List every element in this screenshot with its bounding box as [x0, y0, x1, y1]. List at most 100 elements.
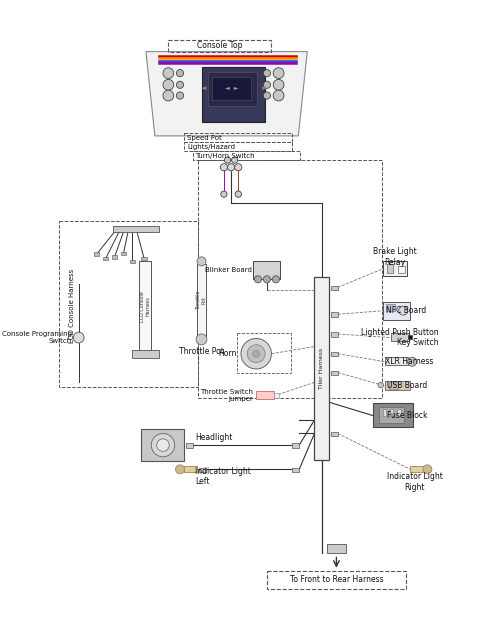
Bar — [112, 255, 117, 259]
Bar — [386, 380, 410, 391]
Bar — [212, 77, 251, 100]
Bar — [184, 142, 292, 151]
Bar — [139, 261, 151, 351]
Bar — [330, 332, 338, 337]
Circle shape — [176, 92, 184, 99]
Bar — [132, 350, 160, 358]
Polygon shape — [146, 52, 308, 136]
Bar — [330, 352, 338, 356]
Circle shape — [176, 465, 184, 474]
Bar — [274, 393, 278, 398]
Bar — [408, 335, 412, 339]
Bar — [256, 391, 274, 399]
Circle shape — [152, 434, 174, 457]
Text: Throttle Switch
Jumper: Throttle Switch Jumper — [200, 389, 254, 403]
Bar — [389, 382, 398, 389]
Bar — [330, 371, 338, 375]
Text: Brake Light
Relay: Brake Light Relay — [373, 248, 417, 266]
Bar — [192, 151, 300, 160]
Bar — [386, 304, 395, 311]
Circle shape — [228, 164, 234, 171]
Text: Throttle
Pot: Throttle Pot — [196, 290, 207, 310]
Text: Lighted Push Button
Key Switch: Lighted Push Button Key Switch — [360, 328, 438, 348]
Circle shape — [264, 81, 270, 89]
Circle shape — [163, 90, 173, 101]
Circle shape — [273, 79, 284, 90]
Bar — [121, 251, 126, 255]
Bar — [208, 72, 257, 106]
Bar — [254, 261, 280, 279]
Bar — [94, 253, 100, 256]
Circle shape — [234, 164, 242, 171]
Text: USB Board: USB Board — [387, 382, 428, 391]
Circle shape — [196, 334, 207, 345]
Circle shape — [156, 439, 169, 451]
Circle shape — [247, 345, 265, 363]
Text: Throttle Pot: Throttle Pot — [179, 348, 224, 356]
Text: ◄  ►: ◄ ► — [225, 86, 238, 91]
Circle shape — [221, 191, 227, 197]
Bar — [184, 466, 197, 472]
Bar — [199, 468, 206, 472]
Circle shape — [254, 276, 262, 283]
Text: Console Programing
Switch: Console Programing Switch — [2, 331, 71, 344]
Text: Tiler Harness: Tiler Harness — [319, 348, 324, 389]
Text: Fuse Block: Fuse Block — [387, 411, 428, 420]
Circle shape — [273, 90, 284, 101]
Text: LCD Console
Harness: LCD Console Harness — [140, 291, 150, 322]
Circle shape — [163, 79, 173, 90]
Circle shape — [176, 81, 184, 89]
Circle shape — [423, 465, 432, 474]
Bar — [292, 468, 299, 472]
Circle shape — [264, 92, 270, 99]
Bar — [330, 432, 338, 436]
Text: Indicator Light
Left: Indicator Light Left — [195, 467, 251, 486]
Circle shape — [220, 164, 228, 171]
Text: NFC Board: NFC Board — [386, 306, 426, 315]
Bar — [314, 277, 329, 460]
Bar — [390, 333, 408, 341]
Bar — [198, 160, 382, 398]
Bar — [379, 406, 404, 423]
Text: LCD Console Harness: LCD Console Harness — [68, 269, 74, 343]
Circle shape — [378, 382, 384, 388]
Text: Speed Pot: Speed Pot — [187, 135, 222, 141]
Bar — [330, 285, 338, 290]
Bar — [372, 403, 413, 427]
Bar — [397, 410, 400, 417]
Bar — [384, 302, 410, 320]
Circle shape — [176, 70, 184, 77]
Text: ◄: ◄ — [200, 85, 206, 91]
Bar — [130, 260, 135, 263]
Bar — [59, 221, 198, 387]
Bar — [113, 225, 160, 232]
Bar — [326, 544, 346, 553]
Bar — [168, 40, 272, 52]
Bar — [387, 264, 394, 273]
Circle shape — [252, 350, 260, 357]
Bar — [186, 443, 194, 448]
Circle shape — [264, 276, 270, 283]
Text: Turn/Horn Switch: Turn/Horn Switch — [195, 153, 255, 159]
Text: Horn: Horn — [218, 349, 236, 358]
Bar — [390, 410, 394, 417]
Bar — [267, 570, 406, 589]
Circle shape — [241, 339, 272, 369]
Circle shape — [74, 332, 84, 343]
Text: Lights/Hazard: Lights/Hazard — [187, 144, 235, 149]
Circle shape — [163, 68, 173, 78]
Circle shape — [235, 191, 242, 197]
Circle shape — [264, 70, 270, 77]
Text: ►: ► — [262, 85, 267, 91]
Bar — [386, 357, 407, 365]
Circle shape — [232, 157, 238, 163]
Bar — [382, 410, 386, 417]
Text: Console Top: Console Top — [196, 41, 242, 50]
Bar — [103, 257, 108, 260]
Bar — [197, 264, 206, 335]
Bar — [202, 67, 265, 122]
Text: Indicator Light
Right: Indicator Light Right — [387, 472, 443, 492]
Circle shape — [398, 306, 407, 315]
Bar — [330, 313, 338, 317]
Text: To Front to Rear Harness: To Front to Rear Harness — [290, 575, 383, 584]
